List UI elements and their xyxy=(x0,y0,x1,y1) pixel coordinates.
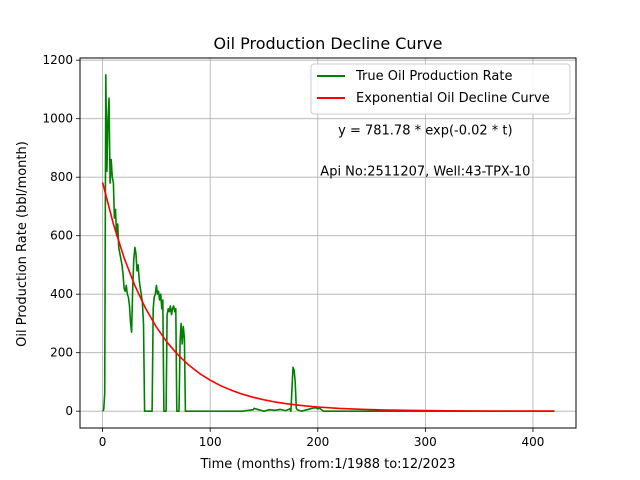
x-tick-label: 300 xyxy=(414,435,437,449)
y-tick-label: 600 xyxy=(50,229,73,243)
y-tick-label: 1200 xyxy=(42,53,73,67)
x-tick-label: 400 xyxy=(522,435,545,449)
axis-ticks: 0 100 200 300 400 0 200 400 600 800 1000 1200 xyxy=(42,53,544,449)
x-tick-label: 100 xyxy=(199,435,222,449)
plot-frame xyxy=(79,57,577,429)
series-line-1 xyxy=(101,74,555,413)
x-tick-label: 200 xyxy=(306,435,329,449)
y-tick-label: 800 xyxy=(50,170,73,184)
legend: True Oil Production Rate Exponential Oil … xyxy=(310,63,571,115)
legend-box xyxy=(310,63,571,115)
annotation-text-1: y = 781.78 * exp(-0.02 * t) xyxy=(338,123,512,138)
y-tick-label: 200 xyxy=(50,346,73,360)
legend-label: Exponential Oil Decline Curve xyxy=(356,91,550,106)
annotations: y = 781.78 * exp(-0.02 * t) Api No:251120… xyxy=(320,123,530,179)
x-tick-label: 0 xyxy=(99,435,107,449)
legend-label: True Oil Production Rate xyxy=(355,69,512,84)
x-axis-label: Time (months) from:1/1988 to:12/2023 xyxy=(199,457,455,472)
series-line-2 xyxy=(101,182,555,412)
y-tick-label: 0 xyxy=(65,404,73,418)
y-axis-label: Oil Production Rate (bbl/month) xyxy=(15,141,30,347)
y-tick-label: 1000 xyxy=(42,112,73,126)
chart-title: Oil Production Decline Curve xyxy=(214,34,443,53)
plot-lines xyxy=(101,74,555,413)
annotation-text-2: Api No:2511207, Well:43-TPX-10 xyxy=(320,164,530,179)
y-tick-label: 400 xyxy=(50,287,73,301)
